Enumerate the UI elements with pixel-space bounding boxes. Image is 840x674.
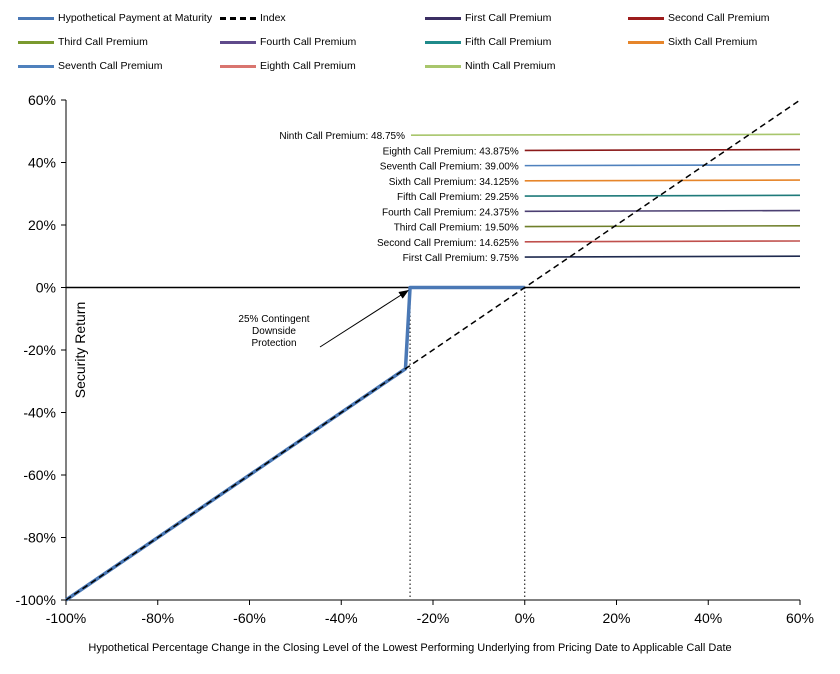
legend-swatch (425, 16, 461, 20)
y-tick-label: -40% (23, 405, 56, 421)
call-premium-label: Seventh Call Premium: 39.00% (380, 162, 519, 173)
legend-item: Eighth Call Premium (220, 60, 356, 72)
call-premium-line (524, 148, 801, 152)
call-premium-label: Sixth Call Premium: 34.125% (389, 177, 519, 188)
legend-label: Hypothetical Payment at Maturity (58, 12, 213, 24)
legend-item: Fifth Call Premium (425, 36, 551, 48)
call-premium-line (524, 224, 801, 228)
legend: Hypothetical Payment at Maturity Index Fir… (0, 0, 840, 80)
call-premium-label: Third Call Premium: 19.50% (394, 223, 519, 234)
annotation-arrow (319, 289, 409, 348)
call-premium-label: Ninth Call Premium: 48.75% (279, 131, 405, 142)
x-tick-label: -60% (233, 610, 266, 626)
y-tick-label: -60% (23, 467, 56, 483)
x-tick-label: -80% (141, 610, 174, 626)
x-tick-label: 60% (786, 610, 814, 626)
legend-item: Seventh Call Premium (18, 60, 162, 72)
y-tick-label: 40% (28, 155, 56, 171)
legend-item: Fourth Call Premium (220, 36, 356, 48)
legend-swatch (425, 40, 461, 44)
legend-item: First Call Premium (425, 12, 551, 24)
legend-swatch (220, 64, 256, 68)
y-tick-label: 0% (36, 280, 56, 296)
call-premium-line (410, 133, 801, 136)
legend-label: Eighth Call Premium (260, 60, 356, 72)
call-premium-line (524, 255, 801, 258)
legend-label: Index (260, 12, 286, 24)
call-premium-line (524, 164, 801, 167)
y-axis-label: Security Return (72, 302, 88, 398)
legend-item: Third Call Premium (18, 36, 148, 48)
legend-label: Sixth Call Premium (668, 36, 758, 48)
legend-label: First Call Premium (465, 12, 552, 24)
call-premium-line (524, 179, 801, 182)
legend-label: Fifth Call Premium (465, 36, 552, 48)
y-tick-label: -100% (16, 592, 56, 608)
legend-swatch (425, 64, 461, 68)
legend-swatch (628, 16, 664, 20)
x-tick-label: 40% (694, 610, 722, 626)
x-tick-label: -40% (325, 610, 358, 626)
annotation-text: 25% Contingent (238, 314, 309, 325)
annotation-text: Protection (251, 338, 296, 349)
legend-swatch (628, 40, 664, 44)
call-premium-label: Fifth Call Premium: 29.25% (397, 192, 519, 203)
x-tick-label: 20% (602, 610, 630, 626)
legend-label: Seventh Call Premium (58, 60, 163, 72)
y-tick-label: -20% (23, 342, 56, 358)
call-premium-line (524, 240, 801, 243)
legend-label: Ninth Call Premium (465, 60, 556, 72)
legend-swatch (220, 40, 256, 44)
x-tick-label: 0% (515, 610, 535, 626)
legend-item: Sixth Call Premium (628, 36, 757, 48)
legend-swatch (18, 64, 54, 68)
y-tick-label: -80% (23, 530, 56, 546)
legend-label: Fourth Call Premium (260, 36, 357, 48)
y-tick-label: 20% (28, 217, 56, 233)
legend-swatch (18, 40, 54, 44)
legend-item: Ninth Call Premium (425, 60, 555, 72)
legend-item: Second Call Premium (628, 12, 770, 24)
x-tick-label: -20% (417, 610, 450, 626)
y-tick-label: 60% (28, 92, 56, 108)
call-premium-label: Fourth Call Premium: 24.375% (382, 207, 519, 218)
legend-item: Hypothetical Payment at Maturity (18, 12, 212, 24)
x-axis-label: Hypothetical Percentage Change in the Cl… (88, 642, 731, 654)
call-premium-label: Second Call Premium: 14.625% (377, 238, 519, 249)
annotation-text: Downside (252, 326, 296, 337)
legend-label: Second Call Premium (668, 12, 770, 24)
call-premium-label: First Call Premium: 9.75% (403, 253, 519, 264)
call-premium-label: Eighth Call Premium: 43.875% (383, 146, 519, 157)
series-index-line (65, 99, 801, 601)
call-premium-line (524, 209, 801, 213)
legend-swatch (18, 16, 54, 20)
call-premium-line (524, 194, 801, 197)
legend-swatch (220, 16, 256, 20)
legend-label: Third Call Premium (58, 36, 148, 48)
x-tick-label: -100% (46, 610, 86, 626)
legend-item: Index (220, 12, 286, 24)
